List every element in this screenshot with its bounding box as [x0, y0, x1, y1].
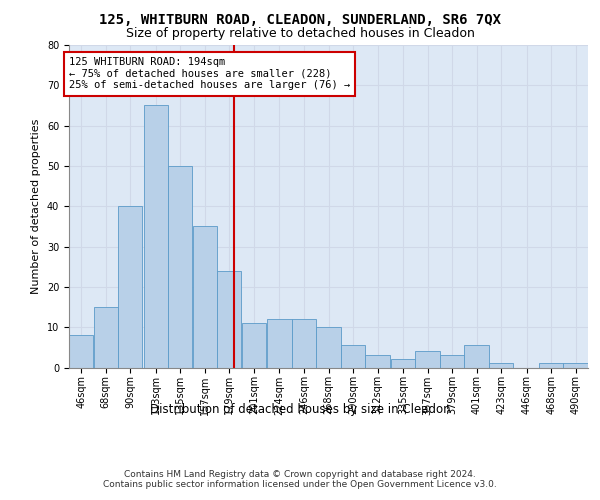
Bar — [365, 356, 389, 368]
Text: Contains HM Land Registry data © Crown copyright and database right 2024.
Contai: Contains HM Land Registry data © Crown c… — [103, 470, 497, 490]
Bar — [69, 335, 93, 368]
Bar — [94, 307, 118, 368]
Bar — [292, 319, 316, 368]
Bar — [440, 356, 464, 368]
Bar — [143, 106, 168, 368]
Text: Distribution of detached houses by size in Cleadon: Distribution of detached houses by size … — [149, 402, 451, 415]
Bar — [415, 352, 440, 368]
Bar — [316, 327, 341, 368]
Text: 125 WHITBURN ROAD: 194sqm
← 75% of detached houses are smaller (228)
25% of semi: 125 WHITBURN ROAD: 194sqm ← 75% of detac… — [69, 57, 350, 90]
Bar — [193, 226, 217, 368]
Bar — [168, 166, 193, 368]
Text: Size of property relative to detached houses in Cleadon: Size of property relative to detached ho… — [125, 28, 475, 40]
Bar — [267, 319, 292, 368]
Bar — [341, 346, 365, 368]
Bar — [118, 206, 142, 368]
Bar — [489, 364, 513, 368]
Bar — [217, 271, 241, 368]
Text: 125, WHITBURN ROAD, CLEADON, SUNDERLAND, SR6 7QX: 125, WHITBURN ROAD, CLEADON, SUNDERLAND,… — [99, 12, 501, 26]
Bar — [391, 360, 415, 368]
Bar — [242, 323, 266, 368]
Y-axis label: Number of detached properties: Number of detached properties — [31, 118, 41, 294]
Bar — [563, 364, 588, 368]
Bar — [464, 346, 488, 368]
Bar — [539, 364, 563, 368]
